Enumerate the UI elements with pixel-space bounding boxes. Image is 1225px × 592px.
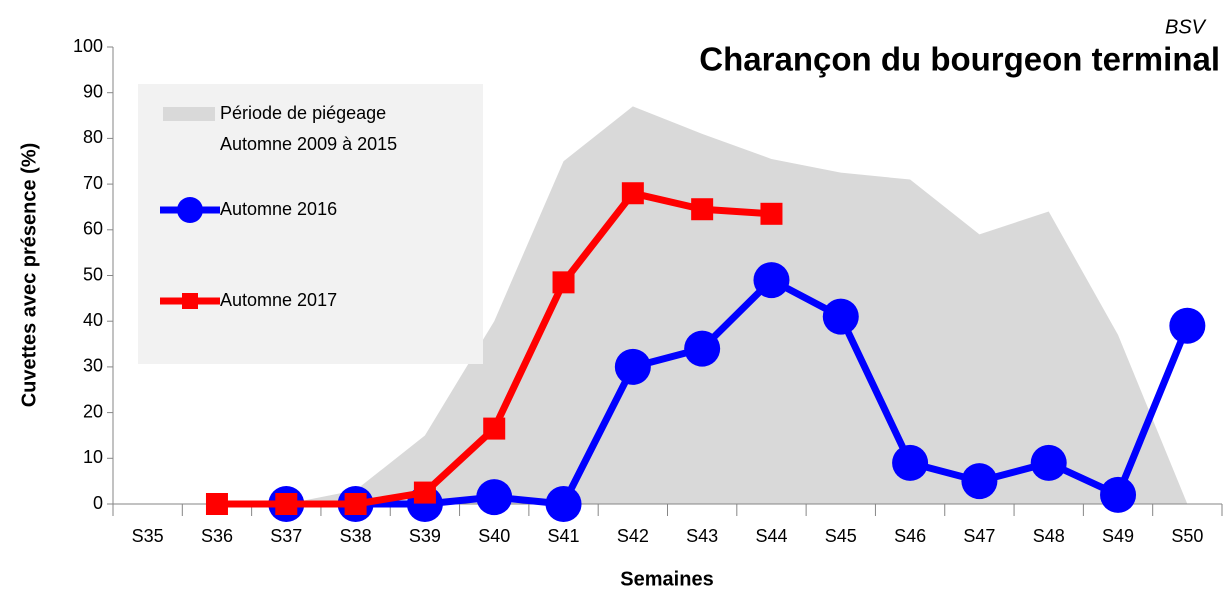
marker xyxy=(760,202,783,225)
x-tick-label: S41 xyxy=(548,526,580,546)
y-tick-label: 90 xyxy=(83,81,103,101)
marker xyxy=(545,486,582,522)
x-tick-label: S50 xyxy=(1171,526,1203,546)
marker xyxy=(205,493,228,515)
x-tick-label: S47 xyxy=(963,526,995,546)
y-tick-label: 60 xyxy=(83,219,103,239)
x-tick-label: S46 xyxy=(894,526,926,546)
marker xyxy=(344,493,367,515)
y-tick-label: 40 xyxy=(83,310,103,330)
y-tick-label: 70 xyxy=(83,173,103,193)
legend-label: Période de piégeage Automne 2009 à 2015 xyxy=(220,103,398,154)
legend-label: Automne 2017 xyxy=(220,290,338,310)
y-tick-label: 30 xyxy=(83,356,103,376)
marker xyxy=(684,330,721,367)
marker xyxy=(691,198,714,221)
area xyxy=(216,106,1188,504)
marker xyxy=(1169,307,1206,344)
x-tick-label: S36 xyxy=(201,526,233,546)
logo: BSV xyxy=(1165,16,1207,38)
y-tick-label: 50 xyxy=(83,264,103,284)
legend-label: Automne 2016 xyxy=(220,199,338,219)
marker xyxy=(614,348,651,385)
marker xyxy=(476,479,513,516)
marker xyxy=(753,262,790,299)
y-axis-label: Cuvettes avec présence (%) xyxy=(18,143,40,408)
marker xyxy=(621,182,644,205)
marker xyxy=(275,493,298,515)
marker xyxy=(892,444,929,481)
marker xyxy=(1030,444,1067,481)
y-tick-label: 10 xyxy=(83,447,103,467)
legend-symbols xyxy=(160,107,220,309)
legend-marker xyxy=(177,197,203,223)
legend-marker xyxy=(182,293,198,309)
x-tick-label: S37 xyxy=(270,526,302,546)
y-tick-label: 80 xyxy=(83,127,103,147)
marker xyxy=(822,298,859,335)
y-tick-label: 20 xyxy=(83,401,103,421)
x-tick-label: S45 xyxy=(825,526,857,546)
x-tick-label: S49 xyxy=(1102,526,1134,546)
x-tick-label: S44 xyxy=(755,526,787,546)
x-tick-label: S38 xyxy=(340,526,372,546)
y-tick-label: 100 xyxy=(73,36,103,56)
x-tick-label: S39 xyxy=(409,526,441,546)
marker xyxy=(1100,476,1137,513)
marker xyxy=(552,271,575,294)
marker xyxy=(413,481,436,504)
x-tick-label: S48 xyxy=(1033,526,1065,546)
x-tick-label: S35 xyxy=(132,526,164,546)
x-axis-label: Semaines xyxy=(620,568,713,590)
marker xyxy=(483,417,506,440)
x-tick-label: S42 xyxy=(617,526,649,546)
marker xyxy=(961,463,998,500)
legend-swatch xyxy=(163,107,215,121)
legend: Période de piégeage Automne 2009 à 2015 A… xyxy=(138,84,483,364)
x-tick-label: S40 xyxy=(478,526,510,546)
y-tick-label: 0 xyxy=(93,493,103,513)
x-tick-label: S43 xyxy=(686,526,718,546)
